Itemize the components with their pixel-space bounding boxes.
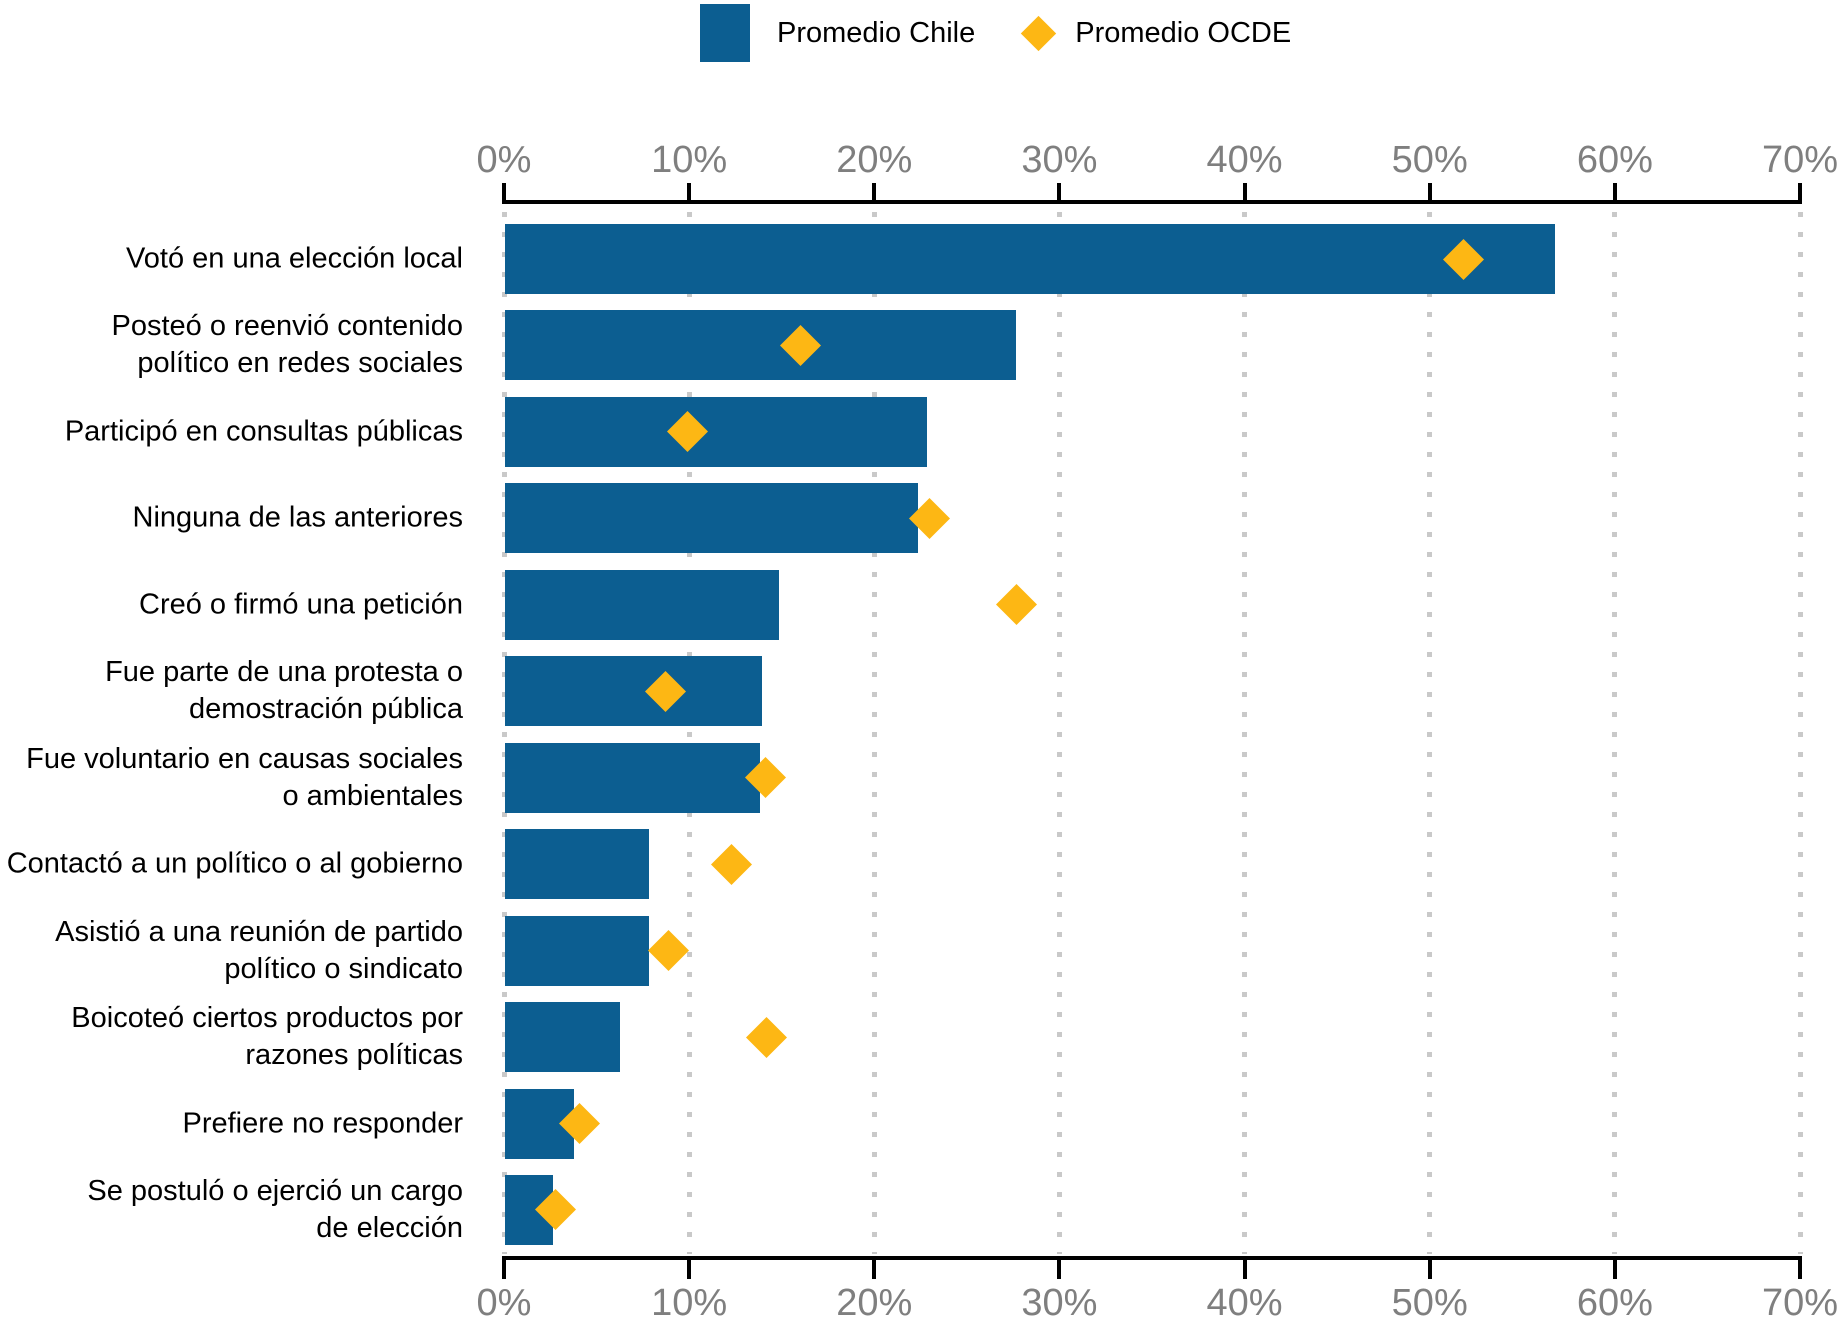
legend: Promedio Chile Promedio OCDE: [700, 4, 1291, 62]
x-tick-top-40: [1242, 183, 1247, 202]
category-label-11: Se postuló o ejerció un cargo de elecció…: [87, 1174, 463, 1244]
x-tick-label-bottom-20: 20%: [836, 1282, 913, 1324]
category-label-7: Contactó a un político o al gobierno: [6, 847, 463, 880]
x-axis-bottom: [502, 1256, 1802, 1260]
x-tick-bottom-40: [1242, 1258, 1247, 1279]
gridline-20pct: [871, 212, 877, 1254]
bar-row-5: [505, 656, 763, 727]
category-label-10: Prefiere no responder: [182, 1107, 464, 1139]
x-tick-top-50: [1427, 183, 1432, 202]
x-tick-label-bottom-0: 0%: [476, 1282, 532, 1324]
x-tick-bottom-0: [502, 1258, 506, 1279]
bar-row-7: [505, 829, 650, 900]
gridline-0pct: [501, 212, 507, 1254]
x-tick-label-bottom-10: 10%: [651, 1282, 728, 1324]
category-label-2: Participó en consultas públicas: [64, 415, 463, 448]
category-label-5: Fue parte de una protesta o demostración…: [105, 656, 463, 726]
x-tick-bottom-20: [872, 1258, 877, 1279]
gridline-10pct: [686, 212, 692, 1254]
category-label-1: Posteó o reenvió contenido político en r…: [111, 310, 463, 380]
category-label-9: Boicoteó ciertos productos por razones p…: [71, 1002, 463, 1072]
diamond-marker-row-8: [648, 930, 690, 972]
diamond-marker-row-9: [746, 1016, 788, 1058]
x-tick-top-60: [1612, 183, 1617, 202]
category-label-6: Fue voluntario en causas sociales o ambi…: [26, 742, 463, 812]
x-tick-label-top-60: 60%: [1576, 139, 1653, 181]
x-tick-top-30: [1057, 183, 1062, 202]
x-tick-label-top-70: 70%: [1761, 139, 1837, 181]
x-tick-bottom-60: [1612, 1258, 1617, 1279]
x-tick-label-top-50: 50%: [1391, 139, 1468, 181]
legend-diamond-promedio-ocde: [1020, 15, 1056, 51]
legend-label-promedio-chile: Promedio Chile: [777, 16, 976, 49]
category-label-3: Ninguna de las anteriores: [132, 501, 463, 534]
bar-row-1: [505, 310, 1016, 381]
x-tick-label-bottom-70: 70%: [1761, 1282, 1837, 1324]
x-tick-top-10: [687, 183, 692, 202]
gridline-50pct: [1427, 212, 1433, 1254]
category-label-0: Votó en una elección local: [126, 242, 463, 275]
x-tick-bottom-50: [1427, 1258, 1432, 1279]
x-tick-bottom-30: [1057, 1258, 1062, 1279]
legend-marker-wrap: [1017, 12, 1059, 54]
x-tick-top-0: [502, 183, 506, 202]
bar-row-8: [505, 915, 650, 986]
legend-swatch-promedio-chile: [700, 4, 750, 62]
x-tick-label-bottom-40: 40%: [1206, 1282, 1283, 1324]
x-tick-bottom-70: [1798, 1258, 1802, 1279]
x-tick-label-bottom-60: 60%: [1576, 1282, 1653, 1324]
category-label-4: Creó o firmó una petición: [139, 588, 463, 621]
x-tick-label-bottom-30: 30%: [1021, 1282, 1098, 1324]
x-tick-bottom-10: [687, 1258, 692, 1279]
x-tick-label-top-40: 40%: [1206, 139, 1283, 181]
diamond-marker-row-7: [711, 843, 753, 885]
gridline-60pct: [1612, 212, 1618, 1254]
gridline-30pct: [1056, 212, 1062, 1254]
bar-row-3: [505, 483, 918, 554]
bar-row-4: [505, 569, 779, 640]
x-tick-label-bottom-50: 50%: [1391, 1282, 1468, 1324]
x-tick-label-top-20: 20%: [836, 139, 913, 181]
x-tick-label-top-10: 10%: [651, 139, 728, 181]
bar-row-9: [505, 1002, 620, 1073]
x-tick-top-70: [1798, 183, 1802, 202]
x-tick-top-20: [872, 183, 877, 202]
category-label-8: Asistió a una reunión de partido polític…: [55, 915, 463, 985]
diamond-marker-row-4: [996, 584, 1038, 626]
bar-row-2: [505, 396, 928, 467]
gridline-40pct: [1242, 212, 1248, 1254]
x-tick-label-top-0: 0%: [476, 139, 532, 181]
legend-label-promedio-ocde: Promedio OCDE: [1075, 16, 1292, 49]
bar-row-6: [505, 742, 761, 813]
bar-row-0: [505, 224, 1555, 294]
x-axis-top: [502, 200, 1802, 204]
x-tick-label-top-30: 30%: [1021, 139, 1098, 181]
gridline-70pct: [1797, 212, 1803, 1254]
